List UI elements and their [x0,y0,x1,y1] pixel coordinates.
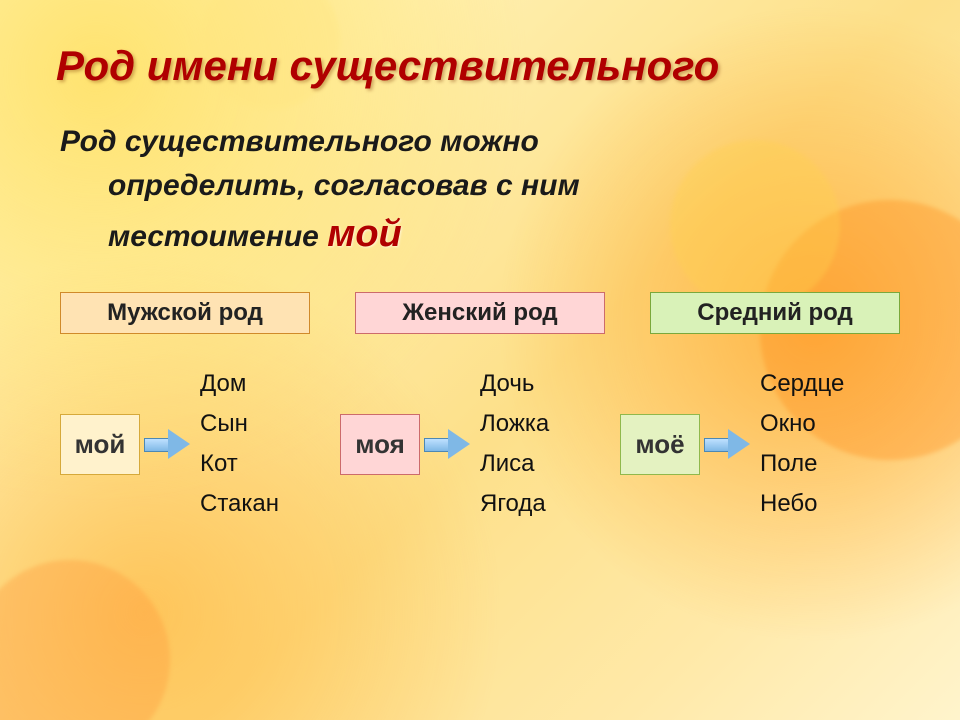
gender-header-neuter: Средний род [650,292,900,334]
arrow-icon [144,429,194,459]
slide-subtitle: Род существительного можно определить, с… [60,120,840,262]
word-list-masculine: Дом Сын Кот Стакан [200,370,310,518]
word-item: Ложка [480,410,590,438]
arrow-icon [704,429,754,459]
gender-headers-row: Мужской род Женский род Средний род [56,292,904,334]
pronoun-box-neuter: моё [620,414,700,475]
word-item: Кот [200,450,310,478]
arrow-icon [424,429,474,459]
word-item: Дочь [480,370,590,398]
word-item: Стакан [200,490,310,518]
gender-header-masculine: Мужской род [60,292,310,334]
subtitle-line-3: местоимение мой [60,207,840,262]
word-item: Дом [200,370,310,398]
pronoun-box-feminine: моя [340,414,420,475]
word-item: Лиса [480,450,590,478]
word-item: Сын [200,410,310,438]
word-list-neuter: Сердце Окно Поле Небо [760,370,870,518]
column-feminine: моя Дочь Ложка Лиса Ягода [340,370,620,518]
word-item: Сердце [760,370,870,398]
column-neuter: моё Сердце Окно Поле Небо [620,370,900,518]
word-item: Окно [760,410,870,438]
pronoun-box-masculine: мой [60,414,140,475]
word-item: Ягода [480,490,590,518]
subtitle-line-1: Род существительного можно [60,125,539,158]
subtitle-line-2: определить, согласовав с ним [60,164,840,208]
word-list-feminine: Дочь Ложка Лиса Ягода [480,370,590,518]
column-masculine: мой Дом Сын Кот Стакан [60,370,340,518]
slide-container: Род имени существительного Род существит… [0,0,960,720]
gender-header-feminine: Женский род [355,292,605,334]
examples-row: мой Дом Сын Кот Стакан моя Дочь Ложка Ли… [56,370,904,518]
word-item: Поле [760,450,870,478]
keyword-moy: мой [327,213,402,255]
word-item: Небо [760,490,870,518]
slide-title: Род имени существительного [56,42,904,90]
subtitle-line-3-prefix: местоимение [108,220,327,253]
